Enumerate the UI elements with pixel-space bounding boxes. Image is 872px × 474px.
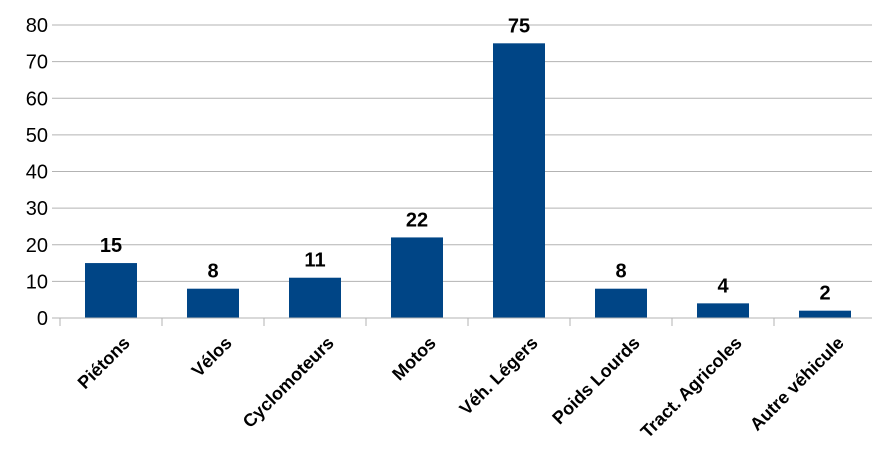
- data-label: 4: [717, 275, 729, 297]
- y-tick-label: 80: [26, 15, 48, 37]
- bar: [697, 303, 749, 318]
- bar: [85, 263, 137, 318]
- y-tick-label: 40: [26, 162, 48, 184]
- y-axis-ticks: 0 10 20 30 40 50 60 70 80: [26, 15, 60, 330]
- bar: [493, 43, 545, 318]
- y-tick-label: 70: [26, 52, 48, 74]
- data-label: 15: [100, 235, 122, 257]
- data-label: 8: [207, 261, 218, 283]
- y-tick-label: 20: [26, 235, 48, 257]
- category-label: Poids Lourds: [548, 333, 643, 428]
- category-label: Piétons: [74, 333, 134, 393]
- bars: [85, 43, 851, 318]
- category-label: Tract. Agricoles: [637, 333, 746, 442]
- data-label: 11: [304, 250, 325, 272]
- y-tick-label: 60: [26, 88, 48, 110]
- x-axis-ticks: [59, 318, 775, 326]
- bar: [799, 310, 851, 318]
- bar: [187, 288, 239, 318]
- bar: [595, 288, 647, 318]
- data-label: 2: [819, 283, 830, 305]
- category-labels: Piétons Vélos Cyclomoteurs Motos Véh. Légers…: [74, 333, 848, 442]
- category-label: Cyclomoteurs: [239, 333, 338, 432]
- y-tick-label: 30: [26, 198, 48, 220]
- gridlines: [60, 24, 872, 319]
- bar: [289, 277, 341, 318]
- data-labels: 15 8 11 22 75 8 4 2: [100, 15, 831, 304]
- category-label: Autre véhicule: [746, 333, 848, 435]
- y-tick-label: 10: [26, 271, 48, 293]
- data-label: 75: [508, 15, 530, 37]
- category-label: Motos: [388, 333, 440, 385]
- data-label: 8: [615, 261, 626, 283]
- y-tick-label: 0: [37, 308, 48, 330]
- y-tick-label: 50: [26, 125, 48, 147]
- category-label: Véh. Légers: [456, 333, 542, 419]
- category-label: Vélos: [188, 333, 236, 381]
- bar: [391, 237, 443, 318]
- data-label: 22: [406, 209, 428, 231]
